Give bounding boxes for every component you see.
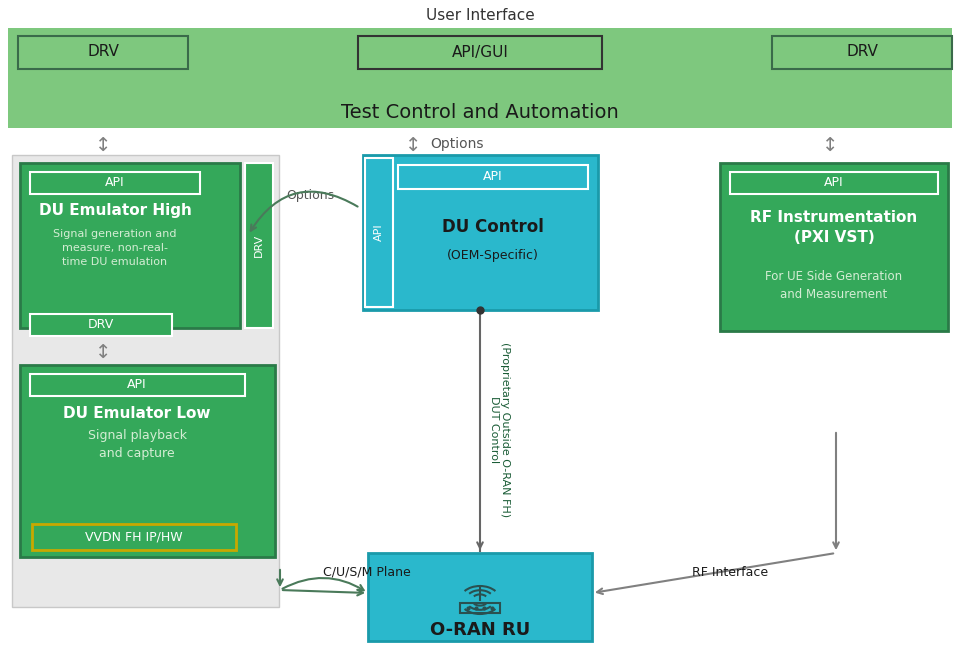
Text: API: API	[106, 177, 125, 190]
Text: C/U/S/M Plane: C/U/S/M Plane	[323, 565, 411, 578]
Text: DRV: DRV	[88, 318, 114, 331]
Text: ↕: ↕	[95, 342, 111, 361]
Bar	[8, 28, 952, 128]
Text: ↕: ↕	[95, 136, 111, 155]
Text: API: API	[825, 177, 844, 190]
Text: API/GUI: API/GUI	[451, 44, 509, 59]
Text: DRV: DRV	[254, 233, 264, 257]
Text: API: API	[127, 379, 147, 391]
Text: DUT Control: DUT Control	[489, 396, 499, 464]
Bar	[730, 172, 938, 194]
Bar	[18, 36, 188, 69]
Text: API: API	[374, 223, 384, 241]
Bar	[772, 36, 952, 69]
Bar	[30, 172, 200, 194]
Bar	[365, 158, 393, 307]
Text: ↕: ↕	[822, 136, 838, 155]
Text: Signal playback
and capture: Signal playback and capture	[87, 430, 186, 460]
Bar	[30, 374, 245, 396]
Text: DRV: DRV	[846, 44, 878, 59]
Text: DU Emulator High: DU Emulator High	[38, 203, 191, 218]
Text: API: API	[483, 171, 503, 183]
Text: Test Control and Automation: Test Control and Automation	[341, 102, 619, 121]
Text: DRV: DRV	[87, 44, 119, 59]
Text: RF Interface: RF Interface	[692, 565, 768, 578]
Bar	[368, 553, 592, 641]
Bar	[460, 603, 500, 613]
Bar	[720, 163, 948, 331]
Text: (PXI VST): (PXI VST)	[794, 231, 875, 246]
Bar	[32, 524, 236, 550]
Text: (Proprietary Outside O-RAN FH): (Proprietary Outside O-RAN FH)	[500, 342, 510, 518]
Bar	[398, 165, 588, 189]
Text: O-RAN RU: O-RAN RU	[430, 621, 530, 639]
Text: RF Instrumentation: RF Instrumentation	[751, 211, 918, 226]
Bar	[358, 36, 602, 69]
Bar	[20, 365, 275, 557]
Text: DU Control: DU Control	[442, 218, 544, 236]
Bar	[30, 314, 172, 336]
Bar	[245, 163, 273, 328]
Bar	[363, 155, 598, 310]
Text: Options: Options	[430, 137, 484, 151]
Text: (OEM-Specific): (OEM-Specific)	[447, 248, 539, 261]
Text: DU Emulator Low: DU Emulator Low	[63, 406, 211, 421]
Bar	[20, 163, 240, 328]
Bar	[12, 155, 279, 607]
Text: VVDN FH IP/HW: VVDN FH IP/HW	[85, 531, 182, 544]
Text: Signal generation and
measure, non-real-
time DU emulation: Signal generation and measure, non-real-…	[53, 229, 177, 267]
Text: For UE Side Generation
and Measurement: For UE Side Generation and Measurement	[765, 269, 902, 301]
Text: Options: Options	[286, 188, 334, 201]
Text: User Interface: User Interface	[425, 8, 535, 23]
Text: ↕: ↕	[405, 136, 421, 155]
